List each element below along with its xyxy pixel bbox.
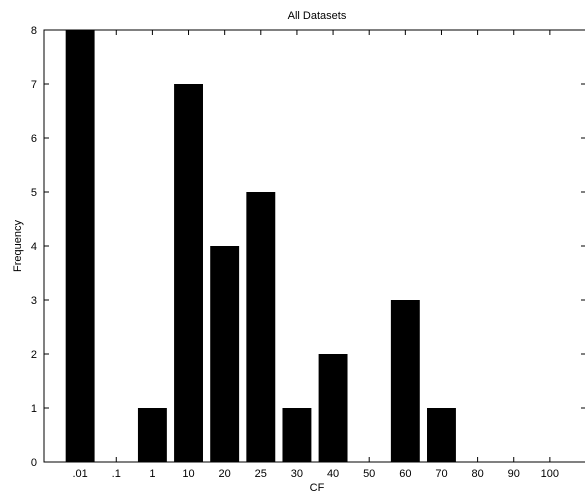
x-tick-label: 100 <box>541 468 559 480</box>
bar-.01 <box>65 30 95 462</box>
y-tick-label: 4 <box>31 241 37 253</box>
x-tick-label: .01 <box>72 468 87 480</box>
bar-1 <box>137 408 167 462</box>
y-axis-ticks: 0 1 2 3 4 5 6 7 8 <box>31 25 585 469</box>
x-tick-label: 70 <box>435 468 447 480</box>
x-tick-label: 90 <box>508 468 520 480</box>
bars-group <box>65 30 456 462</box>
bar-40 <box>318 354 348 462</box>
x-tick-label: 80 <box>471 468 483 480</box>
y-axis-label: Frequency <box>12 220 24 272</box>
x-tick-label: 25 <box>255 468 267 480</box>
x-axis-label: CF <box>310 482 325 491</box>
x-axis-ticks: .01 .1 1 10 20 25 30 40 50 60 70 80 90 100 <box>72 30 559 480</box>
bar-25 <box>246 192 276 462</box>
plot-frame <box>43 29 585 463</box>
y-tick-label: 2 <box>31 349 37 361</box>
x-tick-label: 40 <box>327 468 339 480</box>
y-tick-label: 1 <box>31 403 37 415</box>
bar-60 <box>390 300 420 462</box>
bar-20 <box>210 246 240 462</box>
x-tick-label: 60 <box>399 468 411 480</box>
x-tick-label: 30 <box>291 468 303 480</box>
chart-title: All Datasets <box>288 10 347 22</box>
y-tick-label: 3 <box>31 295 37 307</box>
y-tick-label: 8 <box>31 25 37 37</box>
y-tick-label: 6 <box>31 133 37 145</box>
x-tick-label: 10 <box>182 468 194 480</box>
bar-70 <box>427 408 456 462</box>
y-tick-label: 0 <box>31 457 37 469</box>
x-tick-label: .1 <box>112 468 121 480</box>
x-tick-label: 20 <box>219 468 231 480</box>
x-tick-label: 50 <box>363 468 375 480</box>
bar-30 <box>282 408 312 462</box>
y-tick-label: 5 <box>31 187 37 199</box>
y-tick-label: 7 <box>31 79 37 91</box>
x-tick-label: 1 <box>149 468 155 480</box>
bar-10 <box>174 84 203 462</box>
